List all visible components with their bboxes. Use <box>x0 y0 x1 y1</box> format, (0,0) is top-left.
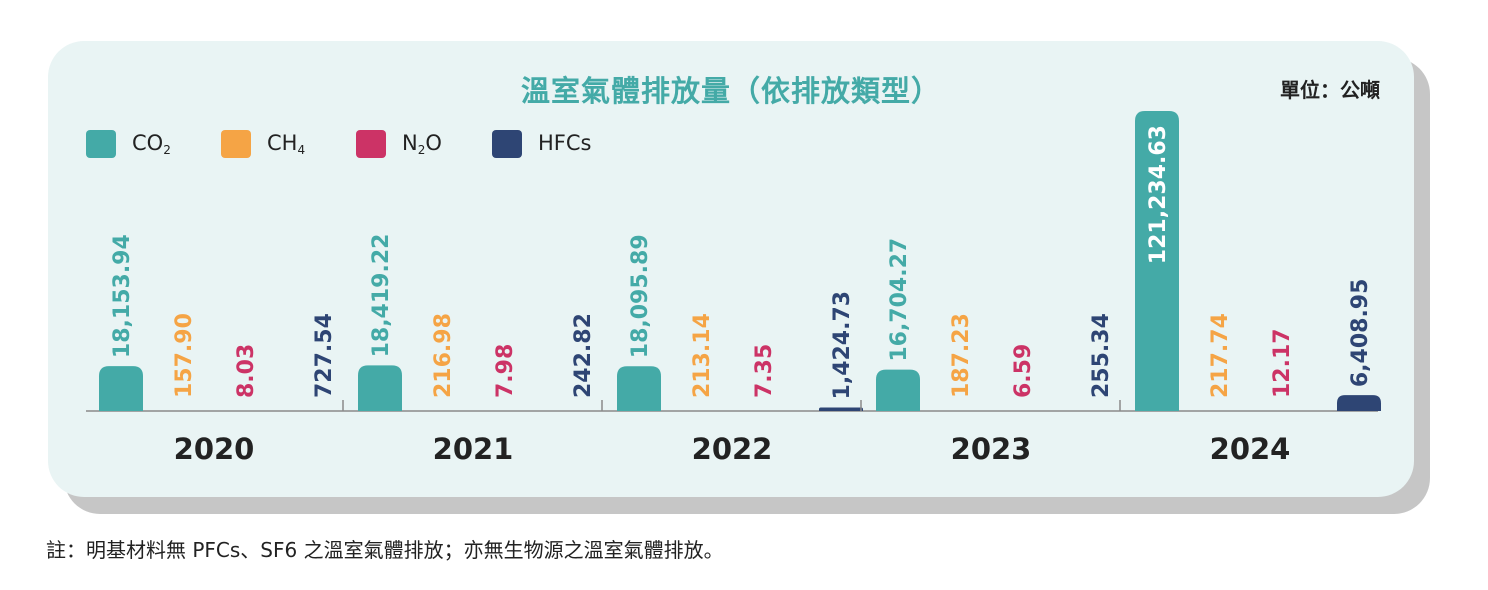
data-label-ch4-2022: 213.14 <box>690 313 715 398</box>
bar-hfcs-2022 <box>819 407 863 411</box>
data-label-co2-2021: 18,419.22 <box>369 234 394 358</box>
legend-item-n2o: N2O <box>356 129 442 159</box>
legend-label-ch4: CH4 <box>267 131 306 157</box>
legend-item-ch4: CH4 <box>221 129 305 159</box>
data-label-n2o-2024: 12.17 <box>1270 328 1295 398</box>
bar-co2-2023 <box>876 369 920 411</box>
data-label-hfcs-2023: 255.34 <box>1089 313 1114 398</box>
data-label-hfcs-2022: 1,424.73 <box>830 291 855 400</box>
data-label-ch4-2023: 187.23 <box>949 313 974 398</box>
legend-item-co2: CO2 <box>86 129 171 159</box>
data-label-n2o-2022: 7.35 <box>752 344 777 398</box>
x-tick-label-2024: 2024 <box>1210 432 1291 466</box>
data-label-co2-2022: 18,095.89 <box>628 234 653 358</box>
legend-swatch-n2o <box>356 130 386 158</box>
x-tick-label-2020: 2020 <box>174 432 255 466</box>
data-label-n2o-2020: 8.03 <box>234 344 259 398</box>
data-label-n2o-2023: 6.59 <box>1011 344 1036 398</box>
legend-swatch-ch4 <box>221 130 251 158</box>
bar-hfcs-2024 <box>1337 395 1381 411</box>
data-label-n2o-2021: 7.98 <box>493 344 518 398</box>
bar-co2-2020 <box>99 366 143 411</box>
data-label-ch4-2021: 216.98 <box>431 313 456 398</box>
chart-panel <box>48 41 1414 497</box>
data-label-hfcs-2021: 242.82 <box>571 313 596 398</box>
x-tick-label-2023: 2023 <box>951 432 1032 466</box>
bar-co2-2022 <box>617 366 661 411</box>
data-label-co2-2023: 16,704.27 <box>887 238 912 362</box>
legend-swatch-co2 <box>86 130 116 158</box>
data-label-hfcs-2024: 6,408.95 <box>1348 279 1373 388</box>
bar-co2-2021 <box>358 365 402 411</box>
x-tick-label-2021: 2021 <box>433 432 514 466</box>
legend-label-hfcs: HFCs <box>538 131 592 155</box>
legend-item-hfcs: HFCs <box>492 129 591 159</box>
unit-label: 單位：公噸 <box>1280 78 1380 102</box>
legend-label-n2o: N2O <box>402 131 442 157</box>
x-tick-label-2022: 2022 <box>692 432 773 466</box>
legend-swatch-hfcs <box>492 130 522 158</box>
legend-label-co2: CO2 <box>132 131 171 157</box>
data-label-co2-2020: 18,153.94 <box>110 234 135 358</box>
data-label-ch4-2020: 157.90 <box>172 313 197 398</box>
chart-title: 溫室氣體排放量（依排放類型） <box>520 74 941 108</box>
footnote: 註：明基材料無 PFCs、SF6 之溫室氣體排放；亦無生物源之溫室氣體排放。 <box>46 538 724 562</box>
bar-co2-2024 <box>1135 111 1179 411</box>
data-label-co2-2024: 121,234.63 <box>1146 125 1171 264</box>
data-label-ch4-2024: 217.74 <box>1208 313 1233 398</box>
data-label-hfcs-2020: 727.54 <box>312 313 337 398</box>
